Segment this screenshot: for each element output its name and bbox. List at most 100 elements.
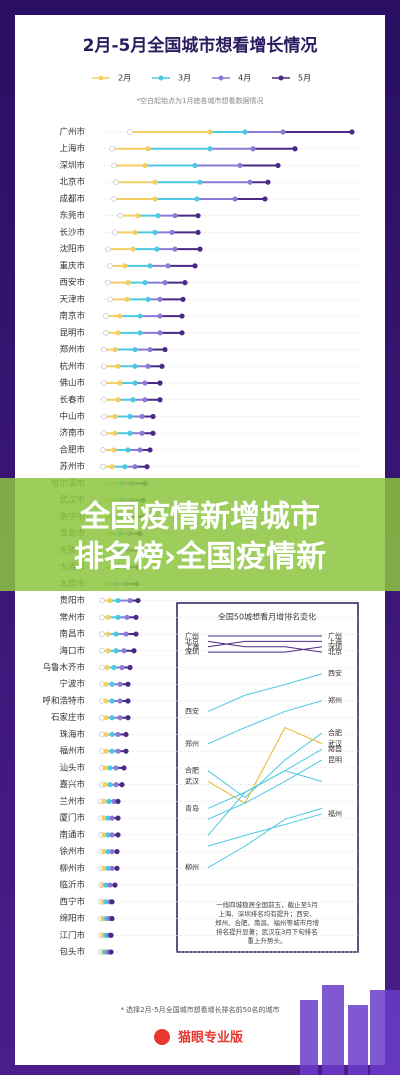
dot (103, 681, 109, 687)
dot (117, 715, 123, 721)
y-tick-label: 长沙市 (59, 227, 85, 238)
y-tick-label: 上海市 (59, 143, 85, 154)
dot (154, 246, 160, 252)
rank-line (207, 748, 323, 836)
dot (109, 715, 115, 721)
legend-label: 3月 (178, 74, 191, 83)
right-label: 深圳 (328, 642, 342, 651)
dot (275, 162, 281, 169)
dot (117, 313, 123, 319)
dot (107, 765, 113, 771)
dot (117, 698, 123, 704)
dot (132, 229, 138, 236)
dot (242, 129, 248, 135)
dot (152, 179, 158, 185)
y-tick-label: 嘉兴市 (59, 779, 85, 790)
left-label: 柳州 (185, 863, 199, 872)
inset-title: 全国50城想看月增排名变化 (218, 612, 316, 622)
y-tick-label: 济南市 (59, 428, 85, 439)
start-dot (99, 597, 105, 604)
logo-icon (154, 1029, 170, 1045)
dot (111, 798, 117, 804)
rank-line (207, 732, 323, 799)
y-tick-label: 南通市 (59, 829, 85, 840)
dot (109, 748, 115, 754)
dot (101, 798, 107, 804)
dot (105, 832, 111, 838)
dot (131, 648, 137, 654)
dot (112, 430, 118, 436)
start-dot (101, 413, 107, 420)
dot (155, 213, 161, 219)
y-tick-label: 江门市 (59, 930, 85, 941)
start-dot (109, 145, 115, 152)
dot (115, 798, 121, 804)
dot (115, 748, 121, 754)
right-label: 北京 (328, 647, 342, 656)
start-dot (117, 212, 123, 219)
dot (152, 196, 158, 202)
dot (115, 363, 121, 369)
y-tick-label: 西安市 (59, 277, 85, 288)
dot (159, 363, 165, 369)
dot (109, 698, 115, 704)
dot (119, 664, 125, 671)
dot (232, 196, 238, 202)
y-tick-label: 杭州市 (59, 361, 85, 372)
y-tick-label: 柳州市 (59, 863, 85, 874)
dot (124, 614, 130, 620)
dot (192, 162, 198, 169)
y-tick-label: 天津市 (59, 294, 85, 305)
dot (147, 346, 153, 353)
dot (103, 698, 109, 704)
dot (111, 664, 117, 671)
dot (145, 296, 151, 302)
dot (133, 614, 139, 620)
start-dot (99, 631, 105, 637)
y-tick-label: 昆明市 (59, 327, 85, 338)
start-dot (112, 229, 118, 236)
dot (194, 196, 200, 202)
legend-dot (278, 75, 284, 81)
dot (109, 832, 115, 838)
start-dot (99, 614, 105, 621)
start-dot (101, 363, 107, 370)
dot (101, 865, 107, 871)
dot (157, 296, 163, 302)
dot (125, 681, 131, 687)
dot (180, 296, 186, 302)
dot (105, 848, 111, 855)
dot (197, 179, 203, 185)
dot (292, 146, 298, 152)
inset-note: 一线四城稳居全国前五，截止至5月 (216, 900, 318, 909)
dot (137, 447, 143, 453)
left-label: 广州 (185, 631, 199, 640)
y-tick-label: 兰州市 (59, 796, 85, 807)
left-label: 深圳 (185, 647, 199, 656)
dot (105, 631, 111, 637)
dot (108, 949, 114, 955)
dot (247, 179, 253, 185)
dot (103, 899, 109, 905)
dot (132, 380, 138, 386)
start-dot (100, 463, 106, 470)
right-label: 上海 (328, 636, 342, 645)
right-label: 合肥 (328, 728, 342, 737)
dot (115, 731, 121, 738)
dot (115, 397, 121, 403)
dot (262, 196, 268, 202)
dot (114, 848, 120, 855)
dot (142, 162, 148, 169)
dot (109, 915, 115, 922)
legend-dot (218, 75, 224, 81)
dot (172, 246, 178, 252)
dot (107, 782, 113, 788)
y-tick-label: 苏州市 (59, 461, 85, 472)
banner (0, 478, 400, 591)
inset-note: 上海、深圳排名均有提升；西安、 (218, 909, 316, 918)
dot (109, 815, 115, 821)
right-label: 武汉 (328, 739, 342, 748)
dot (119, 782, 125, 788)
